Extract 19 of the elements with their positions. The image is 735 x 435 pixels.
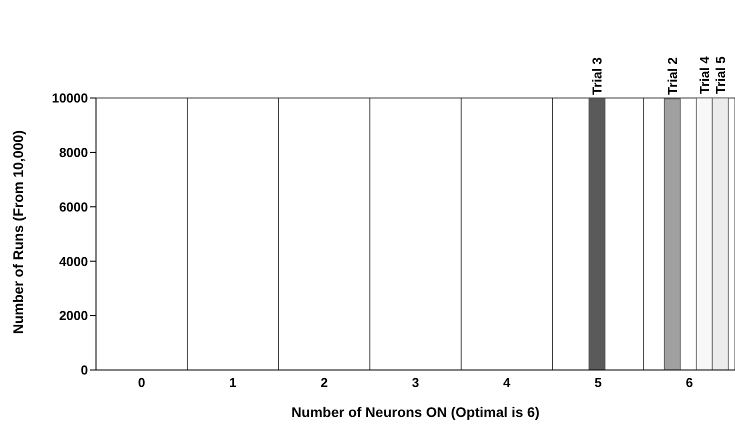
- text: Trial 4: [696, 56, 712, 94]
- text: Trial 2: [664, 57, 680, 95]
- x-tick-label: 6: [686, 375, 693, 390]
- y-tick-label: 4000: [59, 254, 88, 269]
- y-axis-title: Number of Runs (From 10,000): [10, 130, 26, 334]
- y-tick-label: 2000: [59, 308, 88, 324]
- x-tick-label: 4: [503, 375, 512, 390]
- x-tick-label: 3: [412, 375, 420, 390]
- x-tick-label: 5: [594, 375, 602, 390]
- y-tick-label: 10000: [52, 90, 88, 106]
- y-tick-label: 6000: [59, 199, 88, 214]
- y-tick-label: 8000: [59, 145, 88, 160]
- text: Trial 5: [712, 56, 728, 94]
- y-tick-label: 0: [80, 362, 88, 378]
- x-tick-label: 0: [138, 375, 146, 390]
- text: Trial 3: [589, 57, 604, 95]
- x-tick-label: 1: [229, 375, 237, 390]
- x-axis-title: Number of Neurons ON (Optimal is 6): [291, 404, 540, 420]
- x-tick-label: 2: [320, 375, 328, 390]
